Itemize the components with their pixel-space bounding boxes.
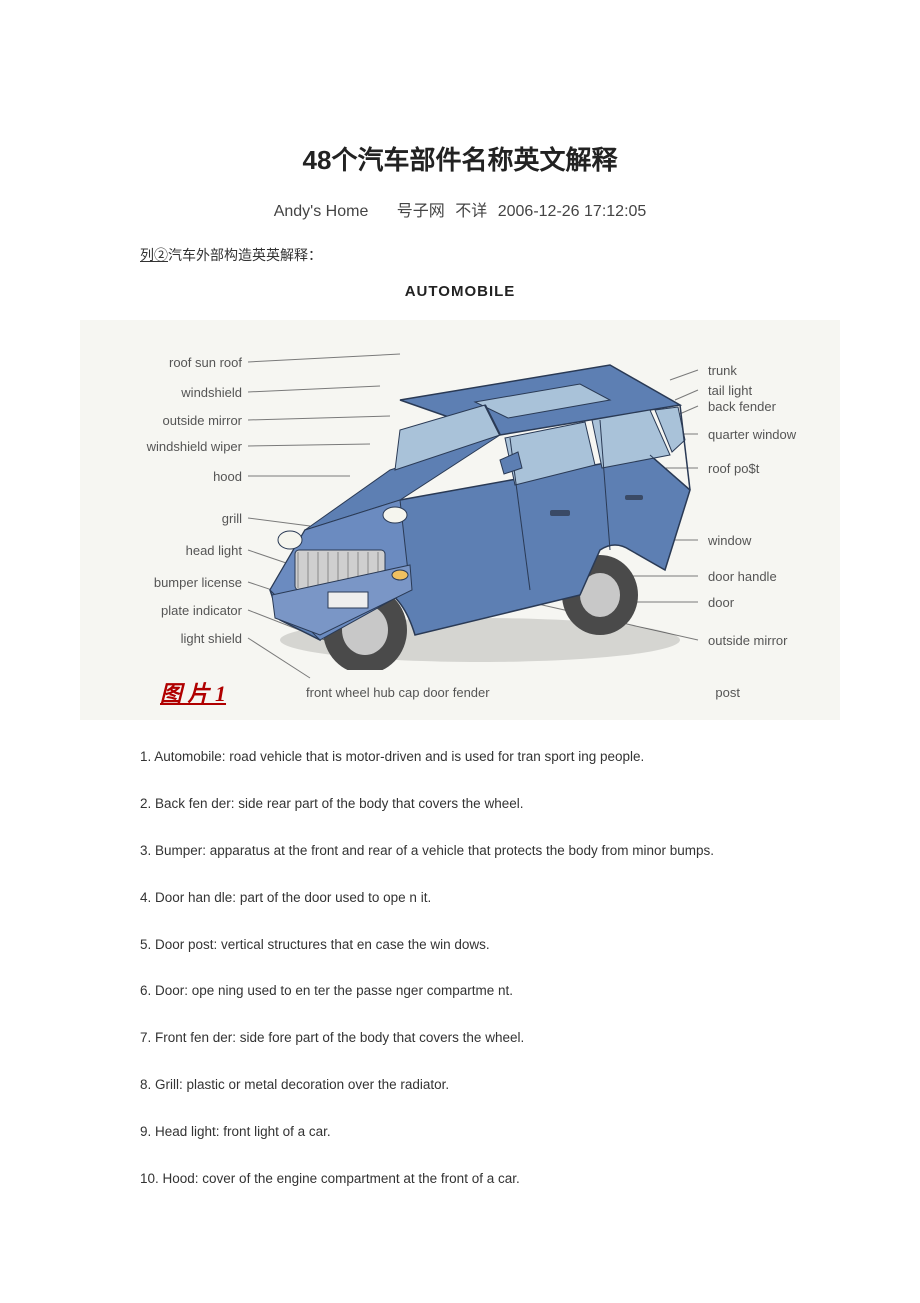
label-windshield-wiper: windshield wiper xyxy=(147,440,242,453)
byline-unknown: 不详 xyxy=(455,203,487,220)
byline-source: 号子网 xyxy=(397,203,445,220)
label-back-fender: back fender xyxy=(708,400,776,413)
page-title: 48个汽车部件名称英文解释 xyxy=(0,140,920,177)
automobile-diagram: roof sun roof windshield outside mirror … xyxy=(80,320,840,720)
intro-rest: 汽车外部构造英英解释： xyxy=(168,247,322,263)
label-roof-sun-roof: roof sun roof xyxy=(169,356,242,369)
intro-line: 列②汽车外部构造英英解释： xyxy=(140,245,920,265)
car-illustration xyxy=(250,340,700,670)
definition-item: 9. Head light: front light of a car. xyxy=(140,1123,920,1142)
bottom-label-post: post xyxy=(715,685,740,700)
figure-badge: 图 片 1 xyxy=(160,676,226,708)
definition-item: 1. Automobile: road vehicle that is moto… xyxy=(140,748,920,767)
label-tail-light: tail light xyxy=(708,384,752,397)
label-bumper-license: bumper license xyxy=(154,576,242,589)
diagram-heading: AUTOMOBILE xyxy=(80,283,840,300)
label-plate-indicator: plate indicator xyxy=(161,604,242,617)
bottom-labels-mid: front wheel hub cap door fender xyxy=(306,685,490,700)
definition-item: 10. Hood: cover of the engine compartmen… xyxy=(140,1170,920,1189)
label-outside-mirror-left: outside mirror xyxy=(163,414,242,427)
definition-item: 7. Front fen der: side fore part of the … xyxy=(140,1029,920,1048)
label-quarter-window: quarter window xyxy=(708,428,796,441)
definition-item: 2. Back fen der: side rear part of the b… xyxy=(140,795,920,814)
intro-underlined: 列② xyxy=(140,247,168,263)
definition-item: 6. Door: ope ning used to en ter the pas… xyxy=(140,982,920,1001)
definition-item: 3. Bumper: apparatus at the front and re… xyxy=(140,842,920,861)
byline-author: Andy's Home xyxy=(274,203,369,220)
byline-datetime: 2006-12-26 17:12:05 xyxy=(498,203,647,220)
label-light-shield: light shield xyxy=(181,632,242,645)
definition-item: 5. Door post: vertical structures that e… xyxy=(140,936,920,955)
definitions-list: 1. Automobile: road vehicle that is moto… xyxy=(140,748,920,1189)
label-windshield: windshield xyxy=(181,386,242,399)
label-hood: hood xyxy=(213,470,242,483)
label-trunk: trunk xyxy=(708,364,737,377)
label-roof-post: roof po$t xyxy=(708,462,759,475)
label-door: door xyxy=(708,596,734,609)
label-grill: grill xyxy=(222,512,242,525)
definition-item: 8. Grill: plastic or metal decoration ov… xyxy=(140,1076,920,1095)
label-door-handle: door handle xyxy=(708,570,777,583)
byline: Andy's Home 号子网 不详 2006-12-26 17:12:05 xyxy=(0,197,920,221)
label-head-light: head light xyxy=(186,544,242,557)
label-window: window xyxy=(708,534,751,547)
definition-item: 4. Door han dle: part of the door used t… xyxy=(140,889,920,908)
label-outside-mirror-right: outside mirror xyxy=(708,634,787,647)
diagram-bottom-row: 图 片 1 front wheel hub cap door fender po… xyxy=(80,676,840,708)
